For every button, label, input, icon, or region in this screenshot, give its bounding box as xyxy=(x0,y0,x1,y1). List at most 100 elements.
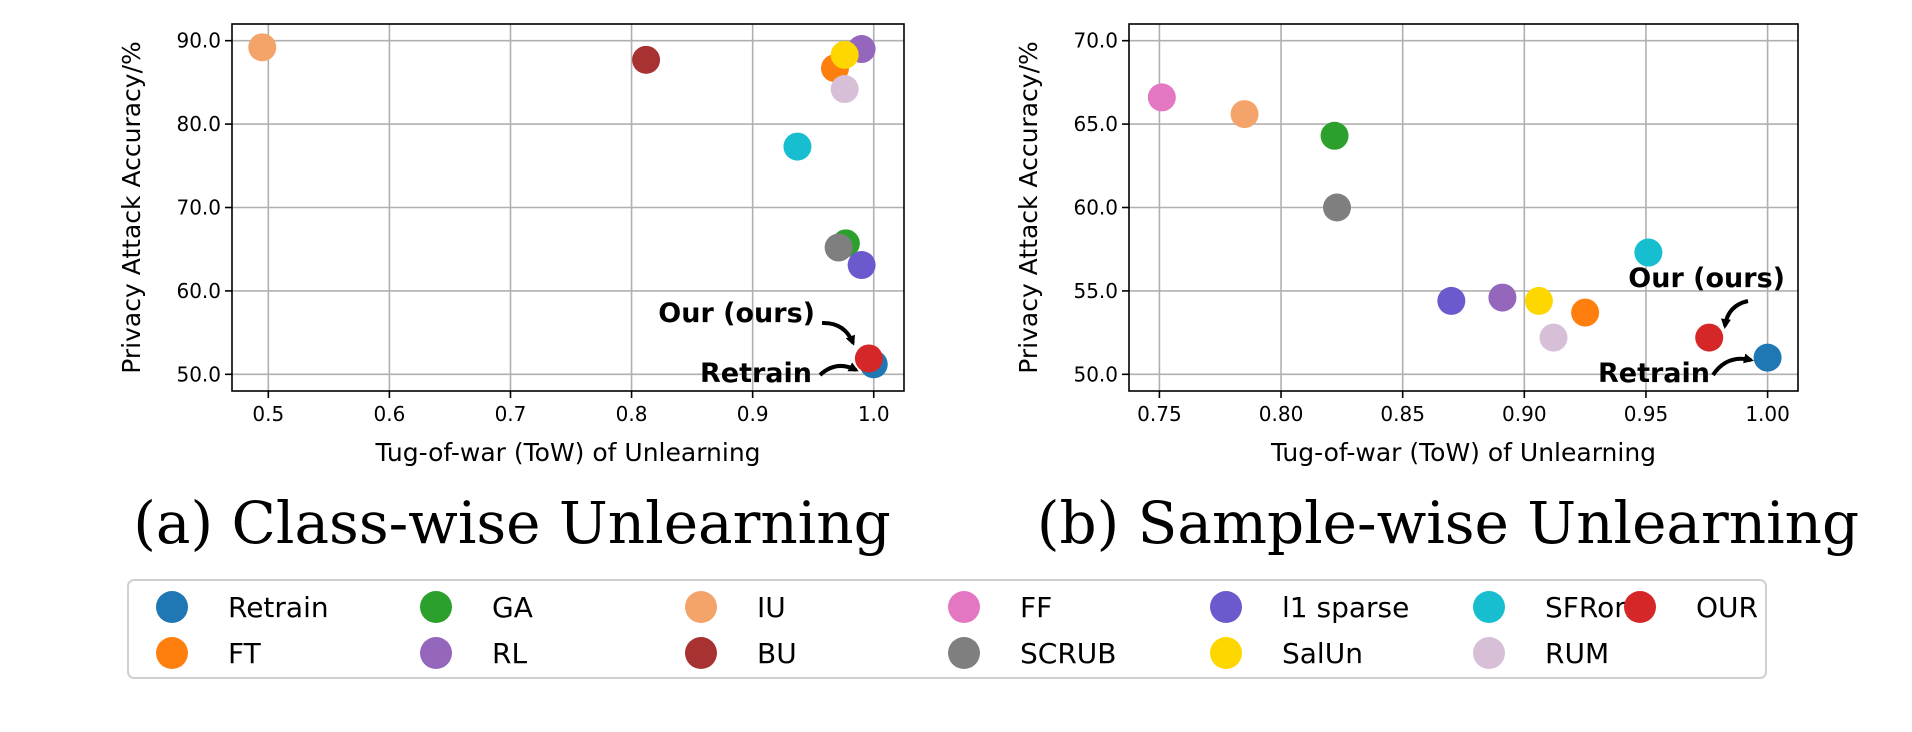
legend-marker xyxy=(156,591,188,623)
legend-label: SCRUB xyxy=(1020,637,1116,670)
data-point-salun xyxy=(830,40,859,69)
panel-sample-wise: 0.75 0.80 0.85 0.90 0.95 1.00 50.0 55.0 60.0 65.0… xyxy=(1014,23,1859,557)
data-point-l1-sparse xyxy=(847,251,876,280)
legend-marker xyxy=(1624,591,1656,623)
panel-caption: (b) Sample-wise Unlearning xyxy=(1037,489,1859,557)
data-point-salun xyxy=(1524,286,1553,315)
annotation-arrow xyxy=(1720,299,1749,329)
panel-class-wise: 0.5 0.6 0.7 0.8 0.9 1.0 50.0 60.0 70.0 80.0 90.0 O… xyxy=(117,23,905,557)
legend-label: RUM xyxy=(1545,637,1609,670)
panel-caption: (a) Class-wise Unlearning xyxy=(133,489,890,557)
y-tick-label: 80.0 xyxy=(176,112,221,136)
legend-label: SalUn xyxy=(1282,637,1363,670)
legend-frame xyxy=(127,579,1767,679)
data-point-scrub xyxy=(1322,193,1351,222)
legend-item-ga: GA xyxy=(420,591,533,624)
legend-label: IU xyxy=(757,591,786,624)
x-tick-label: 0.85 xyxy=(1380,402,1425,426)
x-tick-label: 0.6 xyxy=(373,402,405,426)
y-tick-label: 60.0 xyxy=(1073,196,1118,220)
y-tick-label: 55.0 xyxy=(1073,279,1118,303)
legend-item-rl: RL xyxy=(420,637,527,670)
x-axis-label: Tug-of-war (ToW) of Unlearning xyxy=(374,438,760,467)
data-point-iu xyxy=(248,33,277,62)
legend-item-sfron: SFRon xyxy=(1473,591,1632,624)
legend-item-l1-sparse: l1 sparse xyxy=(1210,591,1409,624)
data-point-retrain xyxy=(1753,343,1782,372)
data-point-l1-sparse xyxy=(1437,286,1466,315)
annotation-arrow xyxy=(1711,353,1754,377)
legend-marker xyxy=(948,591,980,623)
x-tick-label: 1.00 xyxy=(1745,402,1790,426)
legend-item-our: OUR xyxy=(1624,591,1758,624)
data-point-ft xyxy=(1571,298,1600,327)
y-tick-label: 65.0 xyxy=(1073,112,1118,136)
legend-label: l1 sparse xyxy=(1282,591,1409,624)
annotation-label: Our (ours) xyxy=(1628,263,1785,294)
y-tick-label: 70.0 xyxy=(1073,29,1118,53)
x-tick-label: 0.5 xyxy=(252,402,284,426)
legend-label: FF xyxy=(1020,591,1052,624)
data-point-ff xyxy=(1147,83,1176,112)
legend-marker xyxy=(948,637,980,669)
data-point-bu xyxy=(632,45,661,74)
legend-item-rum: RUM xyxy=(1473,637,1609,670)
legend-marker xyxy=(1210,591,1242,623)
data-point-sfron xyxy=(783,132,812,161)
legend-label: RL xyxy=(492,637,527,670)
data-point-our xyxy=(854,344,883,373)
legend-marker xyxy=(685,591,717,623)
legend-item-bu: BU xyxy=(685,637,797,670)
x-tick-label: 1.0 xyxy=(858,402,890,426)
x-tick-label: 0.95 xyxy=(1624,402,1669,426)
legend-label: Retrain xyxy=(228,591,329,624)
legend-item-ft: FT xyxy=(156,637,262,670)
data-point-rl xyxy=(1488,283,1517,312)
legend-label: OUR xyxy=(1696,591,1758,624)
data-point-our xyxy=(1695,323,1724,352)
data-point-rum xyxy=(1539,323,1568,352)
legend-marker xyxy=(685,637,717,669)
legend-label: GA xyxy=(492,591,533,624)
y-tick-label: 70.0 xyxy=(176,196,221,220)
y-axis-label: Privacy Attack Accuracy/% xyxy=(117,41,146,374)
legend: Retrain FT GA RL IU BU FF SCRUB l1 sparse SalUn SF… xyxy=(127,579,1767,679)
legend-marker xyxy=(1473,637,1505,669)
x-tick-label: 0.90 xyxy=(1502,402,1547,426)
annotation-label: Retrain xyxy=(1598,358,1710,389)
legend-marker xyxy=(1210,637,1242,669)
legend-item-iu: IU xyxy=(685,591,786,624)
data-point-scrub xyxy=(824,233,853,262)
annotation-arrow xyxy=(821,320,855,346)
data-point-sfron xyxy=(1634,238,1663,267)
legend-marker xyxy=(156,637,188,669)
annotation-label: Retrain xyxy=(700,358,812,389)
x-tick-label: 0.8 xyxy=(616,402,648,426)
x-axis-label: Tug-of-war (ToW) of Unlearning xyxy=(1270,438,1656,467)
y-tick-label: 90.0 xyxy=(176,29,221,53)
legend-label: FT xyxy=(228,637,262,670)
y-tick-label: 50.0 xyxy=(176,362,221,386)
annotation-arrow xyxy=(818,362,859,377)
y-tick-label: 50.0 xyxy=(1073,362,1118,386)
x-tick-label: 0.9 xyxy=(737,402,769,426)
y-tick-label: 60.0 xyxy=(176,279,221,303)
legend-label: BU xyxy=(757,637,797,670)
x-tick-label: 0.75 xyxy=(1137,402,1182,426)
x-tick-label: 0.7 xyxy=(495,402,527,426)
data-point-iu xyxy=(1230,100,1259,129)
data-point-rum xyxy=(830,75,859,104)
legend-marker xyxy=(420,591,452,623)
legend-item-retrain: Retrain xyxy=(156,591,329,624)
legend-marker xyxy=(1473,591,1505,623)
legend-marker xyxy=(420,637,452,669)
legend-label: SFRon xyxy=(1545,591,1632,624)
data-point-ga xyxy=(1320,121,1349,150)
y-axis-label: Privacy Attack Accuracy/% xyxy=(1014,41,1043,374)
legend-item-salun: SalUn xyxy=(1210,637,1363,670)
x-tick-label: 0.80 xyxy=(1259,402,1304,426)
annotation-label: Our (ours) xyxy=(658,298,815,329)
legend-item-ff: FF xyxy=(948,591,1052,624)
legend-item-scrub: SCRUB xyxy=(948,637,1116,670)
